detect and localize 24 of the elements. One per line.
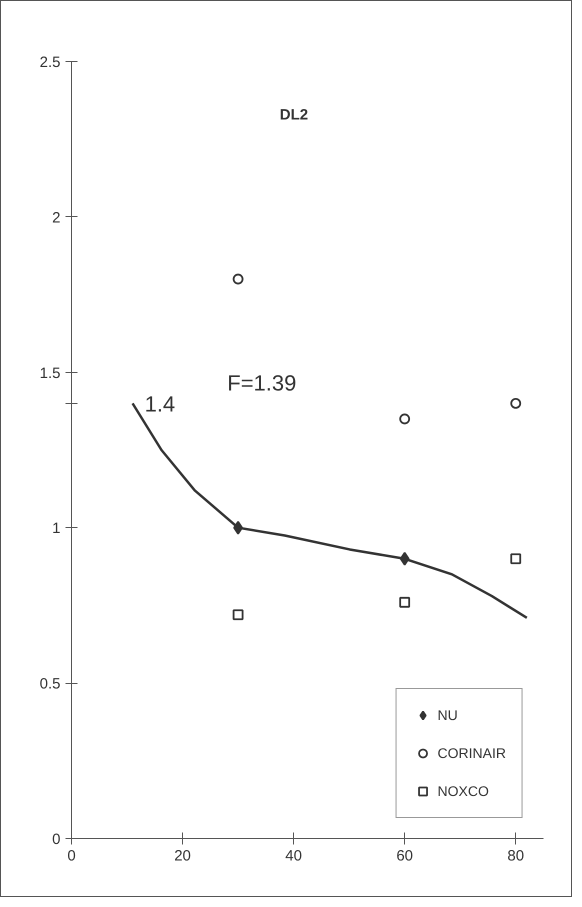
x-tick-label: 60 [396, 848, 414, 864]
x-tick-label: 20 [174, 848, 191, 864]
point [232, 274, 244, 284]
y-tick-label: 1 [52, 520, 60, 538]
annotation: F=1.39 [227, 370, 296, 396]
legend-label: CORINAIR [438, 745, 506, 761]
point [232, 609, 244, 620]
point [510, 398, 522, 409]
legend-label: NOXCO [438, 783, 489, 799]
point [399, 414, 410, 424]
point [510, 553, 522, 564]
text: DL2 [280, 106, 308, 124]
point [399, 596, 410, 608]
annotation: 1.4 [144, 391, 176, 416]
x-tick-label: 80 [507, 848, 524, 864]
y-tick-label: 1.5 [40, 364, 61, 382]
y-tick-label: 0 [52, 831, 60, 848]
point [400, 552, 410, 566]
x-tick-label: 40 [285, 848, 302, 864]
y-tick-label: 2 [52, 209, 60, 226]
legend-label: NU [438, 707, 458, 723]
y-tick-label: 0.5 [40, 676, 61, 693]
y-tick-label: 2.5 [40, 54, 61, 71]
x-tick-label: 0 [67, 848, 76, 864]
